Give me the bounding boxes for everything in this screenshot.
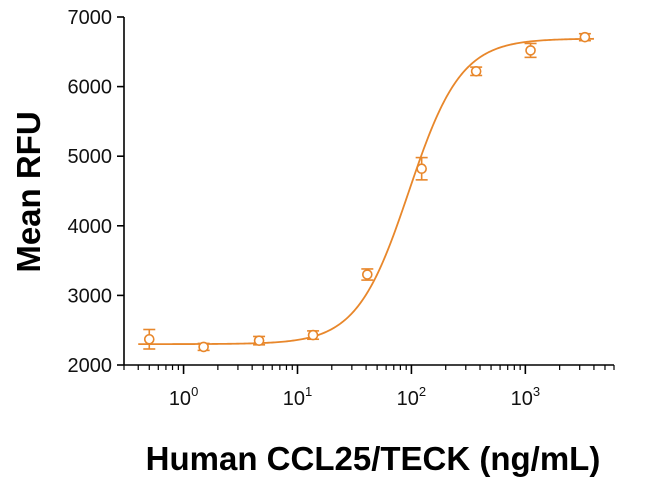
point-marker <box>579 31 591 43</box>
y-tick-label: 6000 <box>68 77 113 99</box>
data-point <box>197 341 210 353</box>
point-marker <box>362 269 373 280</box>
point-marker <box>525 45 536 56</box>
data-points-layer <box>143 31 591 353</box>
y-tick-label: 2000 <box>68 355 113 377</box>
x-tick-label: 101 <box>283 384 312 410</box>
data-point <box>361 268 374 281</box>
point-marker <box>416 163 427 175</box>
x-tick-label: 102 <box>397 384 426 410</box>
y-tick-label: 5000 <box>68 146 113 168</box>
point-marker <box>307 329 319 341</box>
x-tick-label: 103 <box>511 384 540 410</box>
fit-curve <box>138 37 594 346</box>
data-point <box>470 65 483 77</box>
point-marker <box>253 335 265 346</box>
data-point <box>578 31 591 43</box>
fit-curve-layer <box>138 37 594 346</box>
point-marker <box>198 341 209 353</box>
data-point <box>253 335 266 346</box>
y-tick-label: 4000 <box>68 216 113 238</box>
x-axis-title: Human CCL25/TECK (ng/mL) <box>146 440 601 477</box>
y-tick-label: 7000 <box>68 7 113 29</box>
y-axis-title: Mean RFU <box>10 111 47 272</box>
y-tick-label: 3000 <box>68 285 113 307</box>
data-point <box>307 329 320 341</box>
axes: 2000 3000 4000 5000 6000 7000 100 101 102 103 <box>68 7 615 410</box>
data-point <box>524 42 537 59</box>
data-point <box>415 156 428 181</box>
point-marker <box>143 333 155 345</box>
x-tick-label: 100 <box>169 384 198 410</box>
point-marker <box>470 65 482 77</box>
data-point <box>143 328 156 350</box>
